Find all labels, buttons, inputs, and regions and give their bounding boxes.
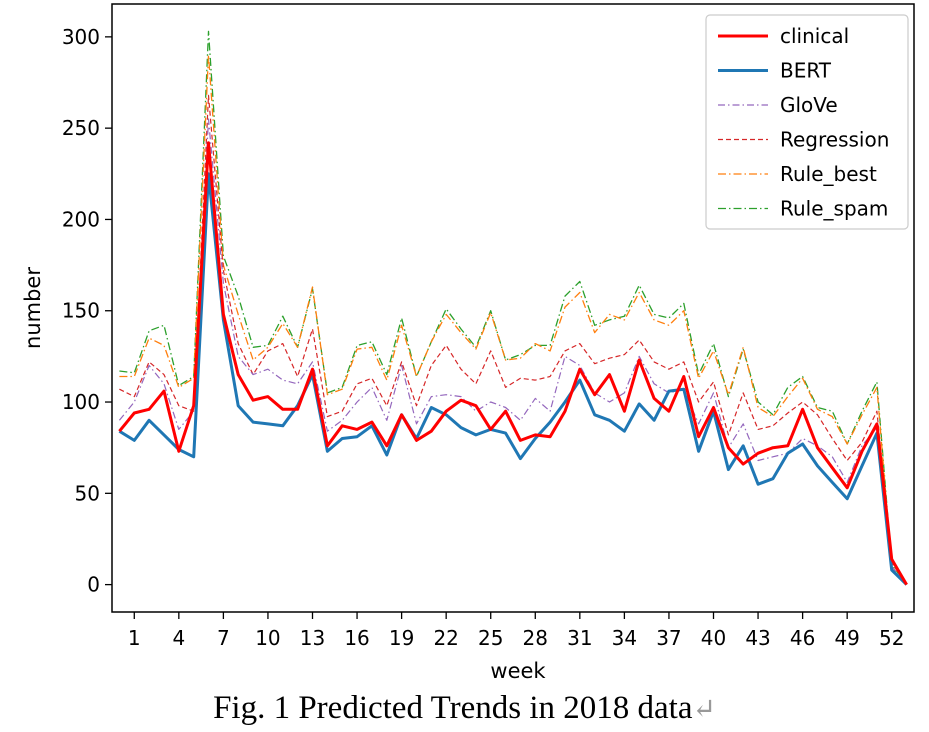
x-axis-label: week — [490, 659, 546, 683]
y-tick-label: 300 — [62, 25, 100, 49]
y-ticks: 0 50 100 150 200 250 300 — [62, 25, 112, 597]
series-line-glove — [118, 118, 908, 585]
y-tick-label: 250 — [62, 116, 100, 140]
series-line-bert — [118, 172, 908, 586]
y-tick-label: 150 — [62, 299, 100, 323]
x-tick-label: 52 — [879, 626, 904, 650]
figure-caption: Fig. 1 Predicted Trends in 2018 data↵ — [0, 688, 929, 730]
x-ticks: 1 4 7 10 13 16 19 22 25 28 31 34 37 40 43 46 49 52 — [128, 612, 904, 650]
legend-label: Rule_spam — [780, 197, 888, 221]
y-tick-label: 200 — [62, 207, 100, 231]
x-tick-label: 34 — [612, 626, 637, 650]
legend: clinical BERT GloVe Regression Rule_best Rule… — [705, 14, 909, 230]
x-tick-label: 4 — [172, 626, 185, 650]
x-tick-label: 22 — [433, 626, 458, 650]
plot-frame — [111, 3, 915, 613]
series-line-rule-best — [119, 54, 908, 586]
legend-label: Rule_best — [780, 162, 877, 186]
legend-box — [705, 14, 909, 230]
x-tick-label: 49 — [834, 626, 859, 650]
y-tick-label: 50 — [75, 481, 100, 505]
y-tick-label: 0 — [87, 573, 100, 597]
x-tick-label: 10 — [255, 626, 280, 650]
series-line-rule-spam — [119, 30, 908, 585]
legend-label: Regression — [780, 128, 889, 152]
x-tick-label: 46 — [790, 626, 815, 650]
y-axis-label: number — [21, 267, 45, 349]
x-tick-label: 1 — [128, 626, 141, 650]
x-tick-label: 25 — [478, 626, 503, 650]
legend-label: clinical — [780, 24, 849, 48]
x-tick-label: 40 — [701, 626, 726, 650]
x-tick-label: 7 — [217, 626, 230, 650]
line-chart: 1 4 7 10 13 16 19 22 25 28 31 34 37 40 43 46 49 52 0 50 100… — [21, 3, 915, 683]
x-tick-label: 19 — [389, 626, 414, 650]
y-tick-label: 100 — [62, 390, 100, 414]
series-line-regression — [119, 94, 908, 585]
series-line-clinical — [118, 141, 908, 586]
x-tick-label: 43 — [745, 626, 770, 650]
x-tick-label: 28 — [523, 626, 548, 650]
x-tick-label: 16 — [344, 626, 369, 650]
legend-label: BERT — [780, 59, 832, 83]
x-tick-label: 31 — [567, 626, 592, 650]
legend-label: GloVe — [780, 93, 838, 117]
return-mark-icon: ↵ — [692, 694, 716, 725]
caption-text: Fig. 1 Predicted Trends in 2018 data — [213, 690, 693, 726]
series-layer — [118, 30, 908, 586]
x-tick-label: 37 — [656, 626, 681, 650]
x-tick-label: 13 — [300, 626, 325, 650]
